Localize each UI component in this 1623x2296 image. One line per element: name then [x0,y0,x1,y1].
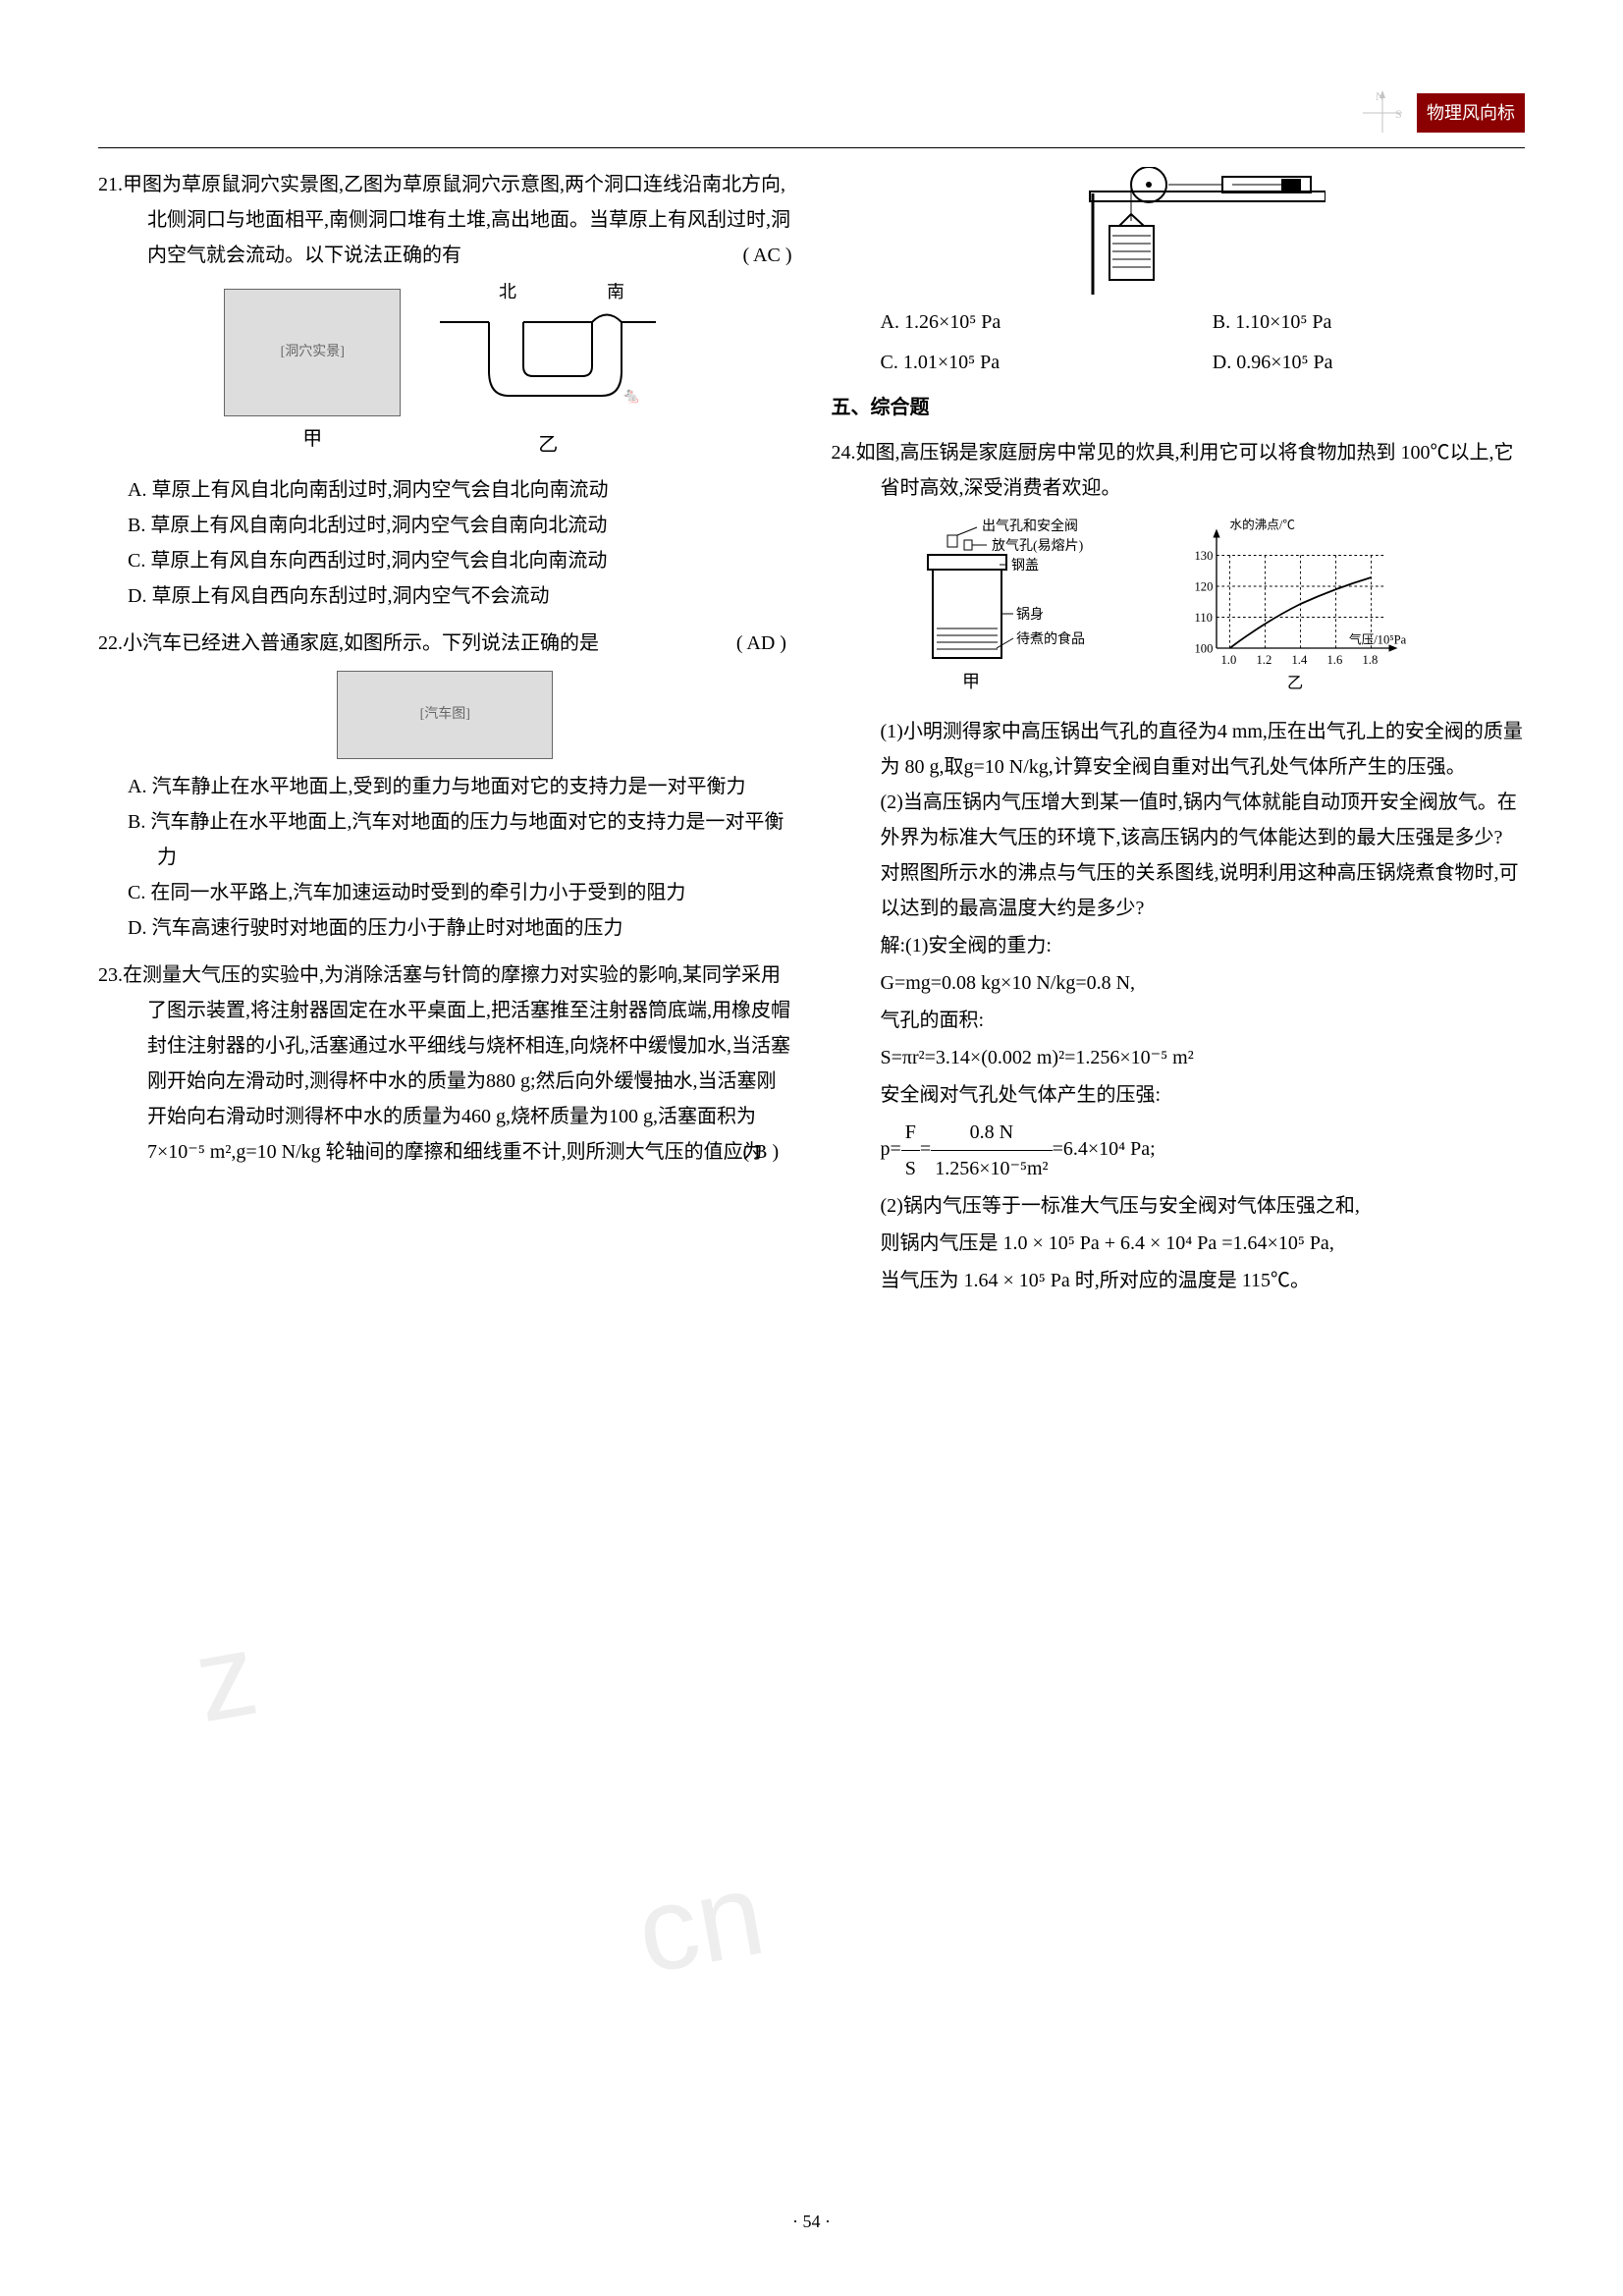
q23-number: 23. [98,964,123,986]
q22-number: 22. [98,632,123,654]
q24-body: 如图,高压锅是家庭厨房中常见的炊具,利用它可以将食物加热到 100℃以上,它省时… [856,442,1514,499]
q22-image: [汽车图] [98,671,792,759]
sol-l1: 解:(1)安全阀的重力: [881,928,1526,963]
q23-body: 在测量大气压的实验中,为消除活塞与针筒的摩擦力对实验的影响,某同学采用了图示装置… [123,964,790,1163]
svg-text:待煮的食品: 待煮的食品 [1016,630,1085,647]
page-number: · 54 · [792,2206,831,2237]
q21-opt-c: C. 草原上有风自东向西刮过时,洞内空气会自北向南流动 [108,543,792,578]
sol-l6: p=FS=0.8 N1.256×10⁻⁵m²=6.4×10⁴ Pa; [881,1115,1526,1186]
svg-text:1.8: 1.8 [1362,653,1378,667]
q22-opt-a: A. 汽车静止在水平地面上,受到的重力与地面对它的支持力是一对平衡力 [108,769,792,804]
sol-l3: 气孔的面积: [881,1003,1526,1038]
svg-text:南: 南 [607,283,624,301]
svg-text:放气孔(易熔片): 放气孔(易熔片) [992,538,1084,554]
question-22: 22.小汽车已经进入普通家庭,如图所示。下列说法正确的是 ( AD ) [汽车图… [98,626,792,946]
svg-text:锅身: 锅身 [1016,607,1044,623]
section-5-title: 五、综合题 [832,390,1526,425]
q21-opt-d: D. 草原上有风自西向东刮过时,洞内空气不会流动 [108,578,792,614]
right-column: A. 1.26×10⁵ Pa B. 1.10×10⁵ Pa C. 1.01×10… [832,167,1526,1310]
q21-label-yi: 乙 [430,427,666,463]
compass-icon: N S [1358,88,1407,137]
sol-l4: S=πr²=3.14×(0.002 m)²=1.256×10⁻⁵ m² [881,1040,1526,1075]
q21-body: 甲图为草原鼠洞穴实景图,乙图为草原鼠洞穴示意图,两个洞口连线沿南北方向,北侧洞口… [123,174,790,266]
svg-text:钢盖: 钢盖 [1011,558,1039,574]
question-21: 21.甲图为草原鼠洞穴实景图,乙图为草原鼠洞穴示意图,两个洞口连线沿南北方向,北… [98,167,792,614]
q21-diagram-yi: 北 南 🐁 [430,283,666,410]
pot-diagram: 出气孔和安全阀 放气孔(易熔片) 钢盖 锅身 待煮的食品 [923,516,1139,692]
pulley-svg [1031,167,1325,304]
q23-choice-b: B. 1.10×10⁵ Pa [1213,304,1525,340]
sol-l5: 安全阀对气孔处气体产生的压强: [881,1077,1526,1113]
q22-answer: ( AD ) [785,626,792,661]
sol-l7: (2)锅内气压等于一标准大气压与安全阀对气体压强之和, [881,1188,1526,1224]
svg-text:🐁: 🐁 [622,388,641,405]
header-line [98,147,1525,148]
q23-text: 23.在测量大气压的实验中,为消除活塞与针筒的摩擦力对实验的影响,某同学采用了图… [98,957,792,1170]
svg-text:130: 130 [1194,549,1213,563]
q24-part1: (1)小明测得家中高压锅出气孔的直径为4 mm,压在出气孔上的安全阀的质量为 8… [832,714,1526,785]
q24-solution: 解:(1)安全阀的重力: G=mg=0.08 kg×10 N/kg=0.8 N,… [832,928,1526,1298]
svg-text:120: 120 [1194,580,1213,594]
question-24: 24.如图,高压锅是家庭厨房中常见的炊具,利用它可以将食物加热到 100℃以上,… [832,435,1526,1298]
svg-text:100: 100 [1194,642,1213,656]
q21-image-row: [洞穴实景] 甲 北 南 🐁 [98,283,792,463]
q21-img-jia: [洞穴实景] [224,289,401,416]
q22-opt-c: C. 在同一水平路上,汽车加速运动时受到的牵引力小于受到的阻力 [108,875,792,910]
q21-text: 21.甲图为草原鼠洞穴实景图,乙图为草原鼠洞穴示意图,两个洞口连线沿南北方向,北… [98,167,792,273]
watermark: cn [621,1808,780,2039]
sol-l9: 当气压为 1.64 × 10⁵ Pa 时,所对应的温度是 115℃。 [881,1263,1526,1298]
q23-diagram [832,167,1526,304]
q23-choice-c: C. 1.01×10⁵ Pa [881,345,1193,380]
q24-text: 24.如图,高压锅是家庭厨房中常见的炊具,利用它可以将食物加热到 100℃以上,… [832,435,1526,506]
left-column: 21.甲图为草原鼠洞穴实景图,乙图为草原鼠洞穴示意图,两个洞口连线沿南北方向,北… [98,167,792,1310]
sol-l2: G=mg=0.08 kg×10 N/kg=0.8 N, [881,965,1526,1001]
svg-text:1.0: 1.0 [1220,653,1236,667]
watermark: z [179,1567,274,1786]
q24-diagrams: 出气孔和安全阀 放气孔(易熔片) 钢盖 锅身 待煮的食品 [832,516,1526,704]
q21-number: 21. [98,174,123,195]
svg-text:北: 北 [499,283,516,301]
svg-text:水的沸点/℃: 水的沸点/℃ [1229,518,1295,532]
svg-text:气压/10⁵Pa: 气压/10⁵Pa [1349,632,1407,647]
svg-text:甲: 甲 [962,672,980,691]
q22-body: 小汽车已经进入普通家庭,如图所示。下列说法正确的是 [123,632,599,654]
sol-l8: 则锅内气压是 1.0 × 10⁵ Pa + 6.4 × 10⁴ Pa =1.64… [881,1226,1526,1261]
q23-choices: A. 1.26×10⁵ Pa B. 1.10×10⁵ Pa C. 1.01×10… [832,304,1526,380]
question-23: 23.在测量大气压的实验中,为消除活塞与针筒的摩擦力对实验的影响,某同学采用了图… [98,957,792,1170]
q24-part2: (2)当高压锅内气压增大到某一值时,锅内气体就能自动顶开安全阀放气。在外界为标准… [832,785,1526,926]
header-badge: N S 物理风向标 [1358,88,1525,137]
q22-car-img: [汽车图] [337,671,553,759]
svg-text:1.4: 1.4 [1291,653,1307,667]
q24-number: 24. [832,442,856,464]
boiling-point-chart: 水的沸点/℃ 气压/10⁵Pa 100 110 120 130 1.0 [1159,516,1434,692]
q21-label-jia: 甲 [224,421,401,457]
q22-opt-b: B. 汽车静止在水平地面上,汽车对地面的压力与地面对它的支持力是一对平衡力 [108,804,792,875]
svg-text:乙: 乙 [1287,675,1303,692]
svg-text:110: 110 [1194,611,1212,625]
svg-text:1.6: 1.6 [1326,653,1342,667]
q22-opt-d: D. 汽车高速行驶时对地面的压力小于静止时对地面的压力 [108,910,792,946]
svg-text:1.2: 1.2 [1256,653,1271,667]
q23-choice-d: D. 0.96×10⁵ Pa [1213,345,1525,380]
q22-text: 22.小汽车已经进入普通家庭,如图所示。下列说法正确的是 ( AD ) [98,626,792,661]
content: 21.甲图为草原鼠洞穴实景图,乙图为草原鼠洞穴示意图,两个洞口连线沿南北方向,北… [98,167,1525,1310]
q21-opt-b: B. 草原上有风自南向北刮过时,洞内空气会自南向北流动 [108,508,792,543]
svg-text:出气孔和安全阀: 出气孔和安全阀 [982,518,1078,534]
badge-text: 物理风向标 [1417,93,1525,133]
svg-text:S: S [1395,107,1402,121]
q23-choice-a: A. 1.26×10⁵ Pa [881,304,1193,340]
q21-opt-a: A. 草原上有风自北向南刮过时,洞内空气会自北向南流动 [108,472,792,508]
